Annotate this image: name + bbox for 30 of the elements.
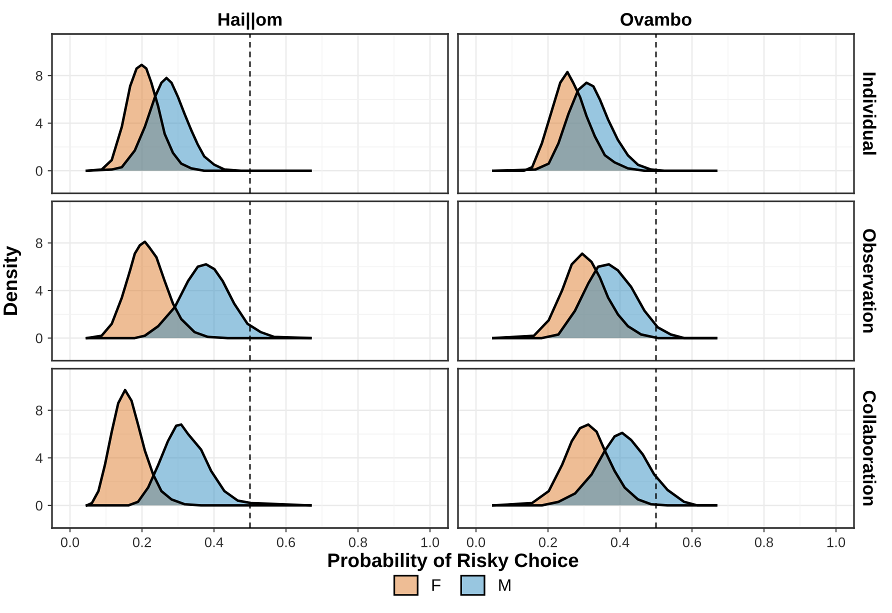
y-tick-label: 4 <box>36 118 43 128</box>
x-tick-label: 0.2 <box>132 537 151 548</box>
y2-axis-title: Individual <box>863 72 876 155</box>
y2-axis-title: Collaboration <box>863 390 876 506</box>
chart-title: Ovambo <box>620 12 692 26</box>
x-tick-label: 0.4 <box>204 537 224 548</box>
y-tick-label: 8 <box>36 70 42 81</box>
x-axis-title: Probability of Risky Choice <box>328 552 578 572</box>
y2-axis-title: Observation <box>863 229 876 333</box>
legend-label: F <box>432 579 440 591</box>
x-tick-label: 0.0 <box>466 537 486 548</box>
x-tick-label: 0.6 <box>682 537 702 548</box>
chart-title: Hai||om <box>218 12 282 30</box>
y-tick-label: 4 <box>36 286 43 296</box>
x-tick-label: 1.0 <box>827 537 846 548</box>
x-tick-label: 0.4 <box>610 537 630 548</box>
x-tick-label: 0.8 <box>348 537 368 548</box>
x-tick-label: 1.0 <box>421 537 440 548</box>
y-tick-label: 8 <box>36 238 42 248</box>
x-tick-label: 0.2 <box>538 537 557 548</box>
y-tick-label: 0 <box>36 166 42 176</box>
x-tick-label: 0.0 <box>60 537 80 548</box>
y-tick-label: 0 <box>36 500 42 511</box>
y-tick-label: 8 <box>36 406 42 416</box>
legend-label: M <box>499 579 510 591</box>
x-tick-label: 0.6 <box>276 537 296 548</box>
y-tick-label: 4 <box>36 453 43 463</box>
y-tick-label: 0 <box>36 333 42 344</box>
x-tick-label: 0.8 <box>754 537 774 548</box>
y-axis-title: Density <box>2 246 22 315</box>
